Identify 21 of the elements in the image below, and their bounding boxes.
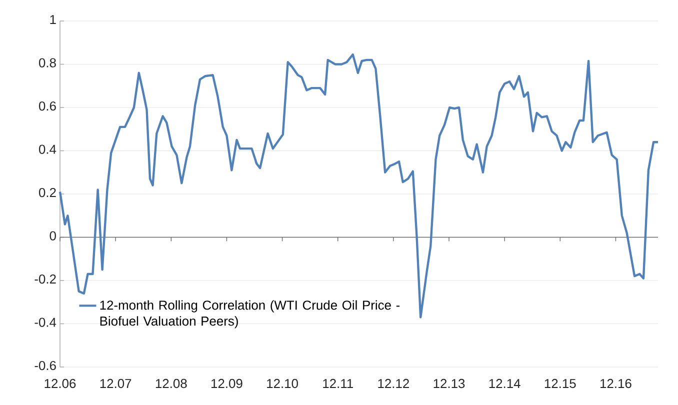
x-tick-label: 12.15 (544, 378, 576, 388)
x-tick-label: 12.14 (489, 378, 520, 388)
x-tick-label: 12.06 (44, 378, 76, 388)
y-tick-label: 0 (50, 231, 56, 240)
x-tick-label: 12.13 (434, 378, 465, 388)
y-tick-label: 1 (50, 15, 56, 24)
y-tick-label: 0.6 (38, 101, 56, 111)
y-tick-label: -0.6 (34, 360, 56, 370)
x-tick-label: 12.10 (267, 378, 298, 388)
x-tick-label: 12.09 (211, 378, 242, 388)
x-tick-label: 12.07 (100, 378, 132, 388)
y-tick-label: -0.4 (34, 318, 56, 327)
y-tick-label: -0.2 (34, 274, 56, 284)
x-tick-label: 12.12 (378, 378, 409, 388)
y-tick-label: 0.2 (38, 188, 56, 198)
y-tick-label: 0.4 (38, 144, 56, 154)
legend-label: 12-month Rolling Correlation (WTI Crude Oil Price - Biofuel Valuation Peers) (100, 300, 400, 328)
y-tick-label: 0.8 (38, 58, 56, 68)
x-tick-label: 12.11 (323, 378, 353, 388)
x-tick-label: 12.16 (600, 378, 632, 388)
x-tick-label: 12.08 (156, 378, 187, 388)
